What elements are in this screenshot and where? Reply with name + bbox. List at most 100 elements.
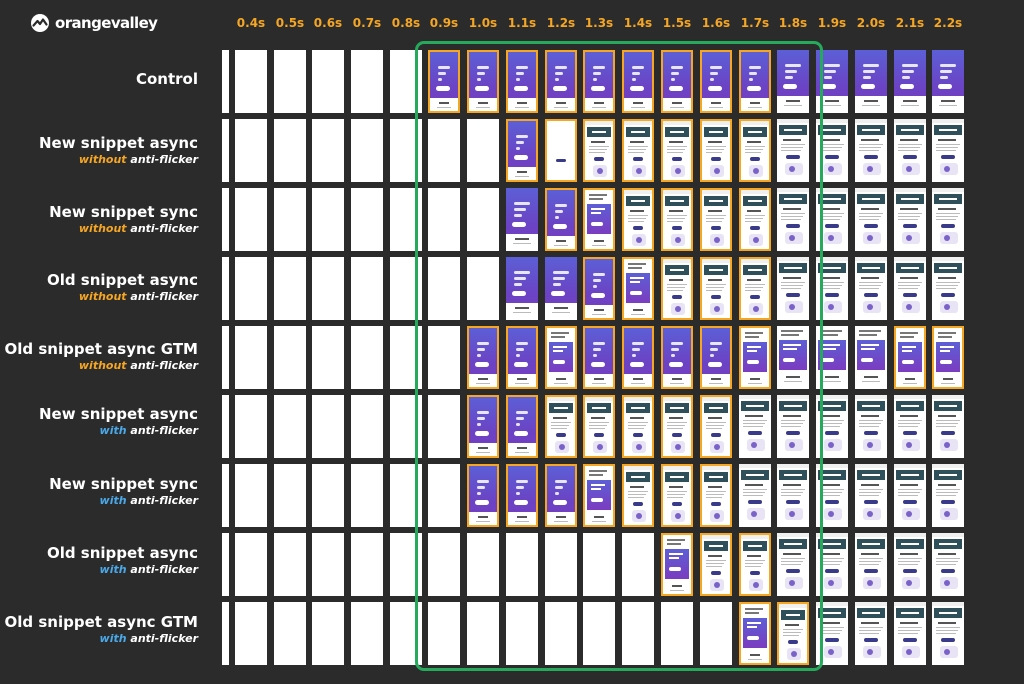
text-line [743, 489, 767, 490]
text-line [667, 491, 687, 492]
time-label: 1.0s [468, 16, 498, 30]
time-label: 0.7s [352, 16, 382, 30]
cta-button-shape [633, 433, 643, 437]
cta-button-shape [514, 86, 528, 91]
illustration-dot [789, 580, 795, 586]
top-bar [855, 119, 887, 123]
text-line [859, 627, 883, 628]
frame-blank [583, 602, 615, 665]
subheading-line [822, 622, 840, 624]
frame-blank [390, 119, 422, 182]
cta-button-shape [591, 222, 603, 226]
text-line [859, 150, 879, 151]
hero-line [593, 78, 597, 81]
hero-line [593, 273, 605, 276]
frame-blank [545, 533, 577, 596]
hero-line [861, 348, 875, 350]
row-label: Old snippet async without anti-flicker [0, 271, 198, 304]
features-band [508, 167, 536, 180]
frame-variant-page [777, 119, 809, 182]
illustration-dot [753, 237, 759, 243]
frame-variant-page [583, 119, 615, 182]
subheading-line [747, 210, 761, 212]
text-line [706, 428, 722, 429]
features-heading-line [594, 240, 604, 242]
top-bar [702, 397, 730, 401]
subheading-line [783, 553, 801, 555]
features-heading-line [478, 378, 488, 380]
hero-line [555, 204, 567, 207]
text-line [589, 470, 607, 472]
frame-partial [222, 257, 229, 320]
cta-button-shape [633, 157, 643, 161]
frame-transition-page [894, 326, 926, 389]
features-text-line [515, 452, 529, 453]
text-line [745, 218, 763, 219]
frame-variant-page [700, 188, 732, 251]
illustration-dot [753, 306, 759, 312]
cta-button-shape [591, 293, 605, 298]
text-line [589, 198, 603, 200]
frame-control-page [545, 464, 577, 527]
frame-variant-page [816, 257, 848, 320]
cta-button-shape [747, 360, 759, 364]
subheading-line [630, 417, 644, 419]
top-bar [777, 395, 809, 399]
text-line [551, 428, 567, 429]
hero-line [516, 480, 528, 483]
hero-line [516, 417, 524, 420]
frame-variant-page [739, 395, 771, 458]
frame-variant-page [622, 119, 654, 182]
features-text-line [592, 107, 606, 108]
text-line [781, 150, 801, 151]
frame-variant-page [777, 464, 809, 527]
top-bar [855, 533, 887, 537]
subheading-line [861, 208, 879, 210]
row-title: New snippet sync [49, 475, 198, 493]
frame-control-page [700, 326, 732, 389]
features-text-line [941, 383, 955, 384]
text-line [859, 216, 881, 217]
top-bar [932, 533, 964, 537]
hero-line [902, 76, 910, 79]
banner-text-line [823, 543, 841, 545]
banner-text-line [748, 131, 762, 133]
text-line [628, 267, 642, 269]
row-mode: without anti-flicker [0, 153, 198, 167]
features-heading-line [633, 378, 643, 380]
hero-line [671, 342, 683, 345]
text-line [898, 216, 920, 217]
hero-line [516, 423, 520, 426]
banner-text-line [748, 269, 762, 271]
features-heading-line [750, 378, 760, 380]
features-heading-line [750, 654, 760, 656]
row-mode-keyword: without [78, 153, 127, 166]
text-line [898, 420, 922, 421]
row-label: New snippet sync with anti-flicker [0, 475, 198, 508]
features-text-line [631, 107, 645, 108]
time-label: 1.8s [778, 16, 808, 30]
hero-line [593, 342, 605, 345]
frame-variant-page [894, 602, 926, 665]
frame-blank [235, 257, 267, 320]
frame-variant-page [661, 257, 693, 320]
features-band [508, 512, 536, 525]
banner-text-line [901, 543, 919, 545]
features-heading-line [594, 516, 604, 518]
text-line [781, 330, 803, 332]
text-line [628, 491, 648, 492]
features-band [894, 96, 926, 113]
features-heading-line [825, 376, 839, 378]
text-line [706, 221, 722, 222]
features-text-line [823, 105, 841, 106]
frame-variant-page [739, 464, 771, 527]
frame-blank [428, 602, 460, 665]
text-line [859, 426, 879, 427]
hero-line [940, 70, 952, 73]
banner-text-line [939, 405, 957, 407]
text-line [781, 144, 805, 145]
cta-button-shape [669, 86, 683, 91]
text-line [898, 627, 922, 628]
top-bar [585, 121, 613, 125]
features-band [506, 234, 538, 251]
